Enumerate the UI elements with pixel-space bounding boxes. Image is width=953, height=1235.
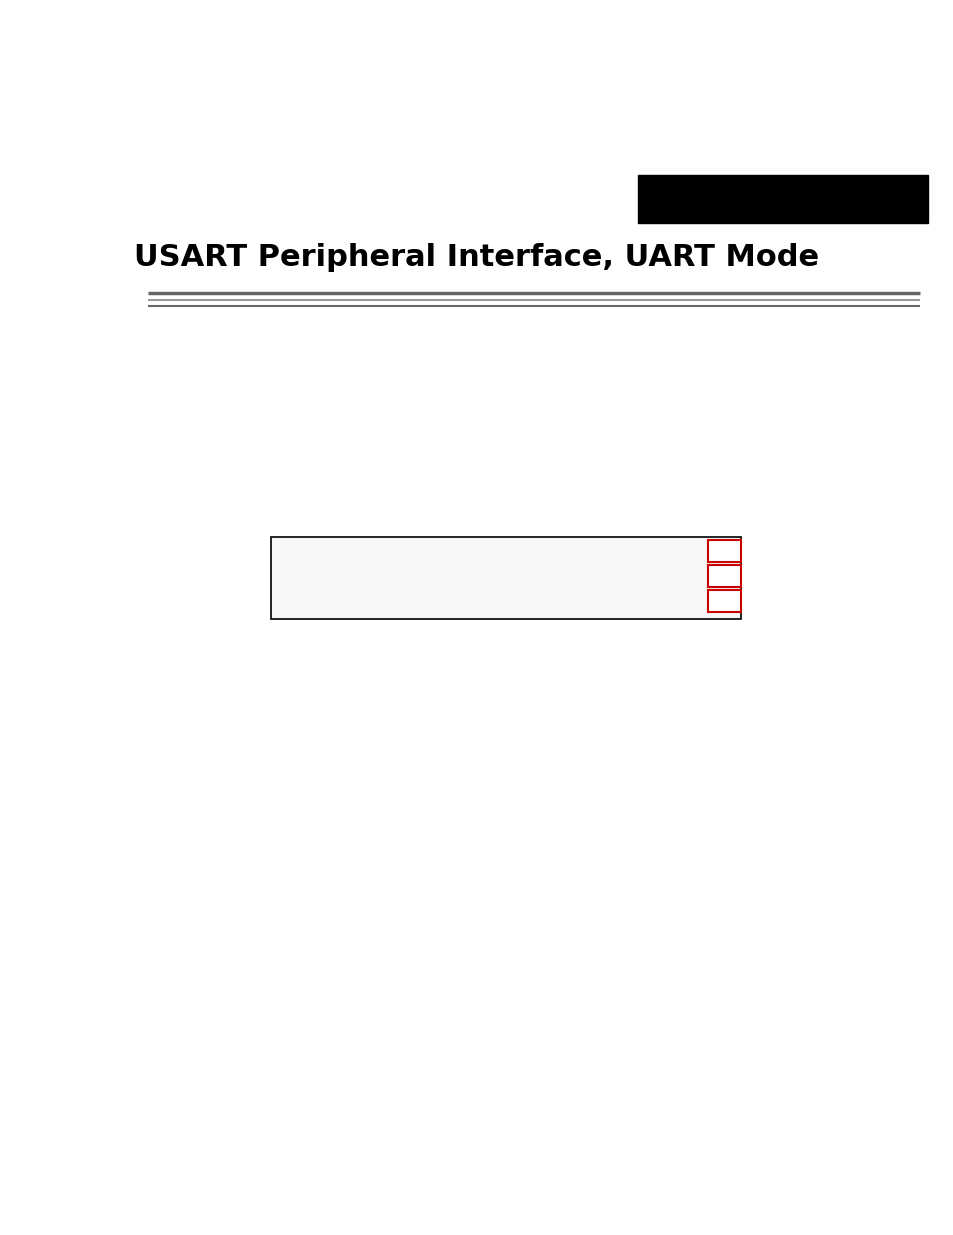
Bar xyxy=(707,540,740,562)
Bar xyxy=(707,564,740,587)
Bar xyxy=(271,537,740,619)
Bar xyxy=(638,175,927,224)
Text: USART Peripheral Interface, UART Mode: USART Peripheral Interface, UART Mode xyxy=(134,243,819,273)
Bar xyxy=(707,590,740,613)
